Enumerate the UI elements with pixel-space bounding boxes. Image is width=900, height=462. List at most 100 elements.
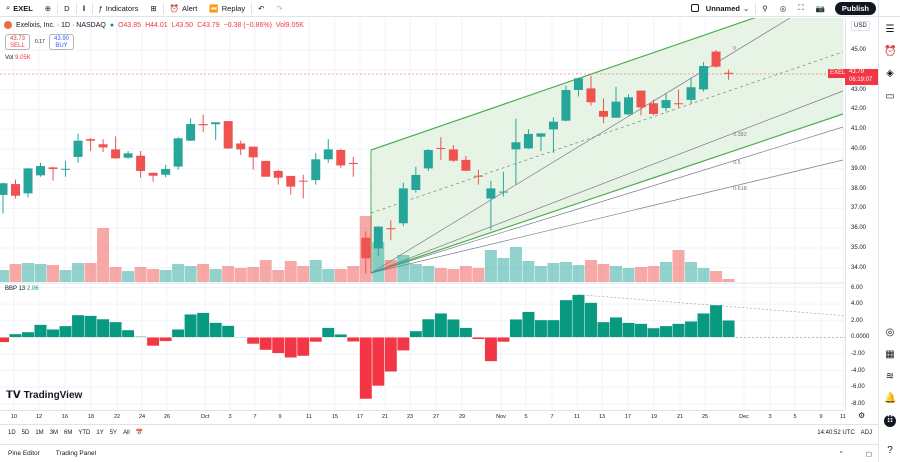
sell-button[interactable]: 43.73 SELL <box>5 34 30 50</box>
currency-select[interactable]: USD <box>851 21 870 31</box>
tab-pine-editor[interactable]: Pine Editor <box>8 450 40 457</box>
bbp-bar <box>534 319 548 338</box>
candle <box>173 137 183 170</box>
layers-icon[interactable]: ◈ <box>886 68 894 79</box>
target-icon[interactable]: ◎ <box>885 327 895 338</box>
maximize-icon[interactable]: ▢ <box>865 450 872 458</box>
axis-settings-icon[interactable]: ⚙ <box>858 411 866 420</box>
buy-button[interactable]: 43.90 BUY <box>49 34 74 50</box>
collapse-icon[interactable]: ⌃ <box>838 450 844 458</box>
volume-bar <box>622 268 635 282</box>
change-value: −0.38 (−0.86%) <box>223 21 272 29</box>
redo-button[interactable]: ↷ <box>270 0 288 17</box>
price-tick: 34.00 <box>851 264 867 271</box>
time-tick: 27 <box>432 414 440 420</box>
snapshot-button[interactable]: 📷 <box>810 0 831 17</box>
bbp-bar <box>59 325 72 338</box>
volume-bar <box>184 266 197 282</box>
volume-bar <box>384 260 397 282</box>
price-axis[interactable]: USD 45.00 43.00 42.00 41.00 40.00 39.00 38.00 3… <box>845 18 878 410</box>
help-icon[interactable]: ? <box>887 445 893 456</box>
goto-date-icon[interactable]: 📅 <box>135 430 144 436</box>
bbp-bar <box>146 337 160 347</box>
rss-icon[interactable]: ≋ <box>885 371 895 382</box>
range-button-1d[interactable]: 1D <box>8 429 16 436</box>
candle-body <box>98 144 108 148</box>
camera-icon: 📷 <box>815 3 825 13</box>
volume-bar <box>372 242 385 282</box>
candle-body <box>548 121 558 130</box>
undo-button[interactable]: ↶ <box>252 0 270 17</box>
bbp-bar <box>296 337 310 357</box>
candle <box>386 220 396 241</box>
candle <box>161 164 171 178</box>
range-button-6m[interactable]: 6M <box>64 429 73 436</box>
settings-button[interactable]: ◎ <box>774 0 793 17</box>
range-button-1y[interactable]: 1Y <box>96 429 104 436</box>
chat-icon[interactable]: ▭ <box>885 91 895 102</box>
candle <box>536 133 546 151</box>
indicators-button[interactable]: ƒ Indicators <box>98 3 139 13</box>
candle <box>286 175 296 195</box>
candle-body <box>211 122 221 125</box>
replay-icon: ⏪ <box>209 3 219 13</box>
volume-bar <box>434 268 447 282</box>
fullscreen-button[interactable]: ⛶ <box>792 0 809 17</box>
quick-search-button[interactable]: ⚲ <box>756 0 774 17</box>
time-tick: 5 <box>793 414 797 420</box>
symbol-search[interactable]: ⌕ EXEL <box>6 3 33 13</box>
candle-body <box>423 149 433 169</box>
tab-trading-panel[interactable]: Trading Panel <box>55 450 97 457</box>
volume-bar <box>197 264 210 282</box>
price-tick: 37.00 <box>851 205 867 212</box>
candle <box>523 129 533 149</box>
bbp-tick: -6.00 <box>851 384 865 391</box>
range-button-5y[interactable]: 5Y <box>109 429 118 436</box>
apps-icon[interactable]: ⠿ <box>884 415 896 427</box>
candle <box>236 140 246 155</box>
symbol-title[interactable]: Exelixis, Inc. · 1D · NASDAQ <box>16 21 106 29</box>
candle-body <box>111 149 121 159</box>
clock[interactable]: 14:40:52 UTC <box>817 429 855 436</box>
candle <box>398 182 408 227</box>
range-button-1m[interactable]: 1M <box>35 429 44 436</box>
candle-body <box>636 90 646 108</box>
bbp-bar <box>21 331 35 338</box>
volume-bar <box>459 266 472 282</box>
time-tick: 26 <box>163 414 171 420</box>
candle <box>724 69 734 80</box>
range-button-all[interactable]: All <box>123 429 130 436</box>
layout-menu[interactable]: Unnamed ⌄ <box>685 0 755 17</box>
time-tick: 17 <box>624 414 632 420</box>
alert-button[interactable]: ⏰ Alert <box>169 3 198 13</box>
price-tick: 38.00 <box>851 185 867 192</box>
bbp-legend: BBP 13 2.06 <box>5 286 39 292</box>
range-button-5d[interactable]: 5D <box>21 429 30 436</box>
candle-body <box>498 191 508 193</box>
calendar-icon[interactable]: ▦ <box>885 349 895 360</box>
time-axis[interactable]: 10 12 16 18 22 24 26 Oct 3 7 9 11 15 17 21 23 27 29 Nov 5 7 1… <box>0 410 846 423</box>
compare-button[interactable]: ⊕ <box>39 0 57 17</box>
replay-button[interactable]: ⏪ Replay <box>209 3 246 13</box>
range-button-ytd[interactable]: YTD <box>78 429 91 436</box>
bbp-bar <box>459 327 473 338</box>
publish-button[interactable]: Publish <box>834 1 876 15</box>
bbp-bar <box>71 314 85 338</box>
candle <box>36 162 46 177</box>
candle-body <box>473 175 483 177</box>
last-price-label: 43.79 06:19:07 <box>845 69 878 85</box>
chart-canvas[interactable]: 0 0.382 0.5 0.618 <box>0 18 845 410</box>
candle-body <box>436 148 446 150</box>
bbp-bar <box>634 323 648 338</box>
divider <box>755 2 757 14</box>
templates-button[interactable]: ⊞ <box>144 0 162 17</box>
interval-button[interactable]: D <box>64 3 70 13</box>
adjust-toggle[interactable]: ADJ <box>860 429 872 436</box>
alarm-clock-icon[interactable]: ⏰ <box>884 46 897 57</box>
watchlist-icon[interactable]: ☰ <box>885 24 895 35</box>
candle <box>711 50 721 68</box>
bell-icon[interactable]: 🔔 <box>884 393 897 404</box>
fib-fan-line <box>370 90 844 274</box>
chart-type-button[interactable]: ǁ <box>77 0 92 17</box>
range-button-3m[interactable]: 3M <box>49 429 59 436</box>
